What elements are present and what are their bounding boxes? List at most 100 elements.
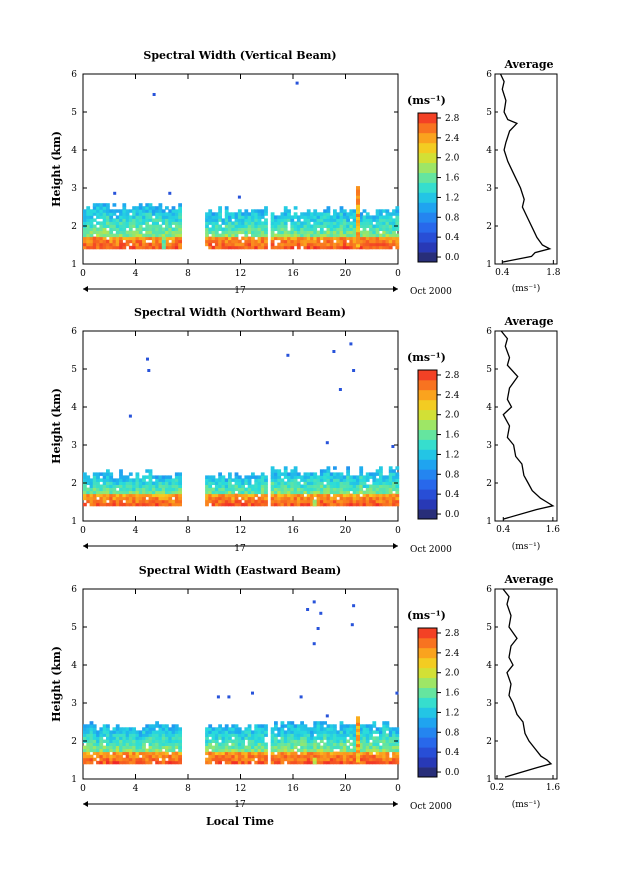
heatmap-cell (310, 739, 314, 743)
heatmap-cell (151, 727, 156, 731)
heatmap-cell (270, 484, 275, 488)
heatmap-cell (125, 484, 130, 488)
heatmap-cell (257, 502, 262, 507)
heatmap-cell (323, 748, 327, 753)
heatmap-cell (260, 478, 265, 482)
heatmap-cell (218, 478, 222, 482)
heatmap-cell (224, 727, 229, 731)
heatmap-cell (283, 239, 288, 244)
heatmap-cell (329, 475, 334, 479)
heatmap-cell (178, 221, 182, 225)
heatmap-cell (96, 748, 100, 753)
heatmap-cell (228, 760, 232, 765)
heatmap-cell (319, 490, 324, 495)
heatmap-cell (112, 745, 117, 750)
heatmap-cell (303, 499, 308, 504)
heatmap-cell (165, 754, 169, 759)
heatmap-cell (218, 742, 222, 746)
heatmap-cell (257, 475, 262, 479)
heatmap-cell (352, 236, 357, 241)
heatmap-cell (174, 233, 179, 238)
heatmap-cell (155, 218, 159, 222)
heatmap-cell (145, 206, 150, 210)
heatmap-cell (254, 221, 259, 225)
heatmap-cell (142, 239, 146, 244)
heatmap-cell (151, 748, 156, 753)
heatmap-cell (293, 760, 298, 765)
heatmap-cell (135, 754, 140, 759)
heatmap-cell (211, 230, 216, 235)
heatmap-cell (165, 487, 169, 492)
heatmap-cell (274, 754, 278, 759)
heatmap-cell (326, 224, 331, 228)
heatmap-cell (247, 481, 252, 485)
heatmap-cell (102, 242, 107, 247)
heatmap-cell (277, 469, 282, 473)
heatmap-cell (277, 739, 282, 743)
heatmap-cell (142, 496, 146, 501)
heatmap-cell (135, 487, 140, 492)
heatmap-cell (293, 215, 298, 219)
heatmap-cell (342, 218, 347, 222)
heatmap-cell (385, 721, 390, 725)
heatmap-cell (260, 227, 265, 231)
heatmap-cell (112, 751, 117, 756)
heatmap-cell (274, 487, 278, 492)
heatmap-cell (369, 499, 373, 504)
heatmap-cell (151, 724, 156, 728)
heatmap-cell (86, 481, 91, 485)
heatmap-cell (365, 230, 370, 235)
heatmap-cell (310, 475, 314, 479)
heatmap-cell (260, 727, 265, 731)
heatmap-cell (251, 739, 255, 743)
heatmap-hotspot (356, 737, 360, 742)
heatmap-cell (277, 218, 282, 222)
heatmap-cell (270, 493, 275, 498)
heatmap-cell (145, 209, 150, 213)
heatmap-cell (372, 493, 377, 498)
heatmap-cell (102, 727, 107, 731)
heatmap-cell (122, 760, 127, 765)
heatmap-cell (247, 490, 252, 495)
heatmap-cell (174, 212, 179, 216)
heatmap-cell (336, 733, 341, 737)
heatmap-cell (382, 224, 387, 228)
heatmap-cell (224, 245, 229, 250)
heatmap-cell (132, 742, 136, 746)
heatmap-cell (300, 760, 304, 765)
heatmap-pixel (152, 93, 156, 96)
heatmap-cell (326, 484, 331, 488)
heatmap-cell (237, 221, 242, 225)
heatmap-cell (300, 751, 304, 756)
heatmap-cell (244, 727, 249, 731)
heatmap-cell (369, 236, 373, 241)
heatmap-cell (352, 751, 357, 756)
heatmap-cell (214, 242, 219, 247)
heatmap-cell (313, 745, 318, 750)
heatmap-cell (168, 478, 173, 482)
heatmap-cell (89, 209, 94, 213)
heatmap-cell (155, 224, 159, 228)
heatmap-cell (119, 469, 123, 473)
heatmap-cell (148, 203, 153, 207)
heatmap-cell (290, 733, 295, 737)
heatmap-cell (122, 221, 127, 225)
heatmap-cell (115, 218, 120, 222)
heatmap-cell (205, 493, 209, 498)
heatmap-cell (395, 730, 400, 734)
heatmap-cell (306, 212, 311, 216)
heatmap-cell (356, 490, 360, 495)
heatmap-cell (274, 724, 278, 728)
heatmap-cell (382, 730, 387, 734)
heatmap-cell (290, 227, 295, 231)
heatmap-cell (132, 733, 136, 737)
heatmap-cell (277, 742, 282, 746)
heatmap-cell (349, 748, 354, 753)
heatmap-cell (375, 484, 380, 488)
heatmap-cell (310, 212, 314, 216)
heatmap-cell (244, 490, 249, 495)
heatmap-cell (270, 736, 275, 740)
heatmap-cell (174, 724, 179, 728)
heatmap-cell (254, 736, 259, 740)
heatmap-cell (306, 487, 311, 492)
